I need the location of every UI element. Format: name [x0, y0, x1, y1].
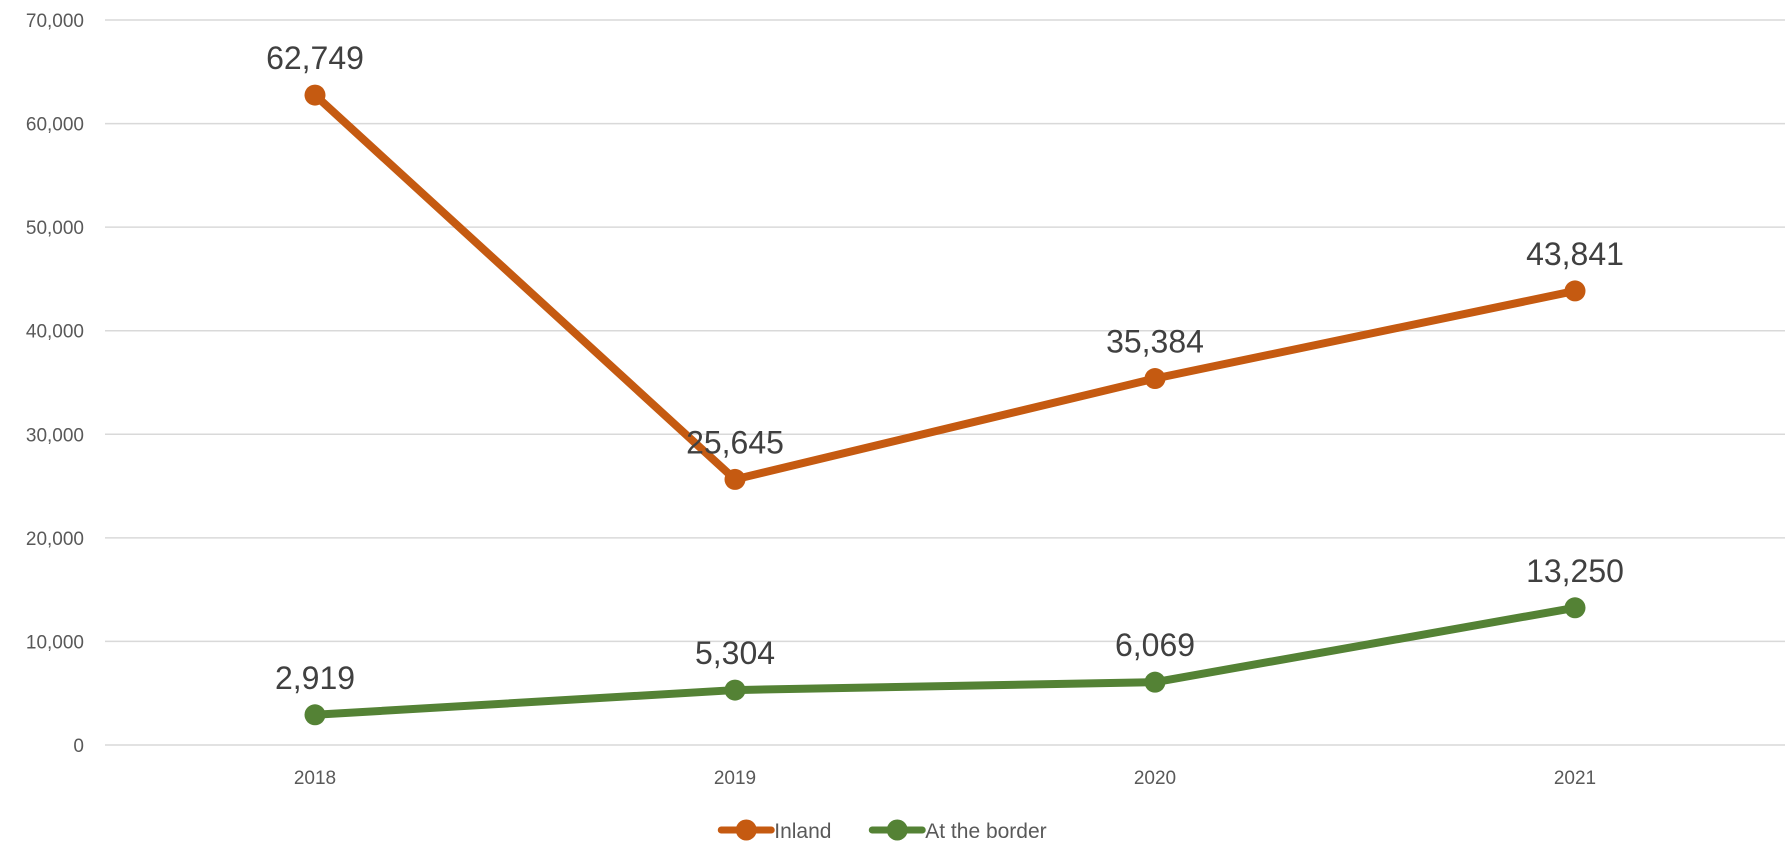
legend: Inland At the border [717, 819, 1047, 843]
x-axis: 2018 2019 2020 2021 [294, 768, 1596, 789]
series-line-inland [311, 91, 1579, 484]
y-tick-label: 60,000 [26, 115, 84, 136]
y-tick-label: 30,000 [26, 425, 84, 446]
data-label-inland: 62,749 [266, 40, 364, 76]
legend-label: Inland [774, 820, 831, 843]
grid-layer [105, 19, 1785, 746]
x-tick-label: 2019 [714, 768, 756, 789]
legend-item-inland: Inland [717, 819, 831, 843]
data-labels-layer: 62,749 25,645 35,384 43,841 2,919 5,304 6,069 1… [266, 40, 1624, 696]
data-point-inland [304, 84, 326, 106]
data-label-inland: 25,645 [686, 424, 784, 460]
data-point-inland [724, 468, 746, 490]
y-axis: 0 10,000 20,000 30,000 40,000 50,000 60,000 70,… [26, 11, 84, 757]
data-label-inland: 35,384 [1106, 324, 1204, 360]
legend-swatch-marker [886, 819, 908, 841]
legend-item-at-the-border: At the border [868, 819, 1047, 843]
x-tick-label: 2020 [1134, 768, 1176, 789]
legend-label: At the border [925, 820, 1046, 843]
y-tick-label: 40,000 [26, 322, 84, 343]
data-point-at-the-border [1564, 597, 1586, 619]
series-line-at-the-border [311, 603, 1579, 719]
data-label-at-the-border: 5,304 [695, 635, 775, 671]
data-label-at-the-border: 13,250 [1526, 553, 1624, 589]
data-point-at-the-border [304, 704, 326, 726]
y-tick-label: 50,000 [26, 218, 84, 239]
y-tick-label: 20,000 [26, 529, 84, 550]
y-tick-label: 0 [73, 736, 84, 757]
y-tick-label: 10,000 [26, 632, 84, 653]
data-label-at-the-border: 6,069 [1115, 627, 1195, 663]
data-point-at-the-border [1144, 671, 1166, 693]
data-label-at-the-border: 2,919 [275, 660, 355, 696]
data-point-at-the-border [724, 679, 746, 701]
data-point-inland [1144, 368, 1166, 390]
data-label-inland: 43,841 [1526, 236, 1624, 272]
legend-swatch-marker [735, 819, 757, 841]
y-tick-label: 70,000 [26, 11, 84, 32]
x-tick-label: 2021 [1554, 768, 1596, 789]
x-tick-label: 2018 [294, 768, 336, 789]
data-point-inland [1564, 280, 1586, 302]
series-layer [304, 84, 1586, 726]
